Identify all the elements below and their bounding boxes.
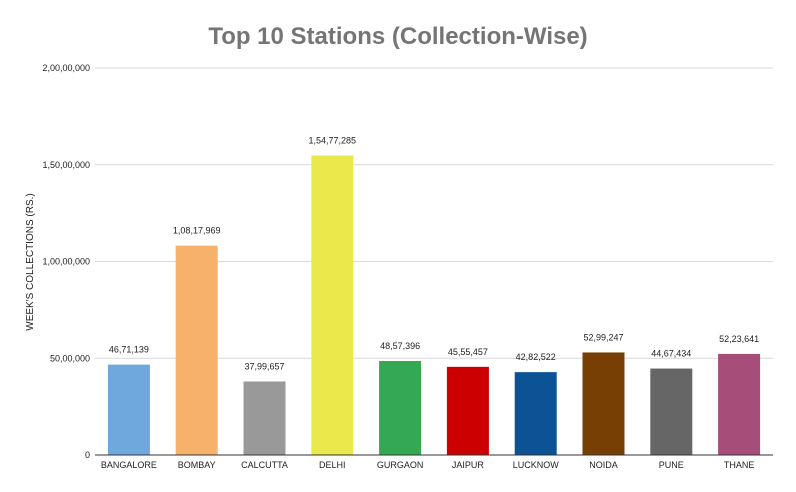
bar-calcutta	[243, 381, 286, 455]
x-tick-label: PUNE	[659, 460, 684, 470]
data-label: 46,71,139	[109, 345, 149, 355]
bars	[107, 155, 761, 456]
data-label: 52,23,641	[719, 334, 759, 344]
y-tick-label: 50,00,000	[50, 353, 90, 363]
bar-delhi	[311, 155, 354, 456]
data-label: 44,67,434	[651, 349, 691, 359]
bar-bangalore	[107, 364, 150, 455]
data-label: 42,82,522	[516, 352, 556, 362]
data-label: 1,08,17,969	[173, 226, 221, 236]
y-tick-label: 0	[85, 450, 90, 460]
data-labels: 46,71,139 1,08,17,969 37,99,657 1,54,77,285…	[109, 136, 759, 372]
y-axis-label: WEEK'S COLLECTIONS (RS.)	[25, 193, 36, 331]
x-tick-label: BOMBAY	[178, 460, 216, 470]
bar-jaipur	[446, 366, 489, 455]
bar-lucknow	[514, 372, 557, 455]
data-label: 52,99,247	[583, 332, 623, 342]
x-tick-label: JAIPUR	[452, 460, 485, 470]
data-label: 1,54,77,285	[309, 136, 357, 146]
y-tick-label: 1,00,00,000	[42, 257, 90, 267]
chart-title: Top 10 Stations (Collection-Wise)	[208, 23, 587, 50]
x-tick-label: CALCUTTA	[241, 460, 288, 470]
x-tick-label: GURGAON	[377, 460, 424, 470]
bar-gurgaon	[379, 361, 422, 455]
x-tick-label: DELHI	[319, 460, 346, 470]
bar-noida	[582, 352, 625, 455]
data-label: 37,99,657	[244, 361, 284, 371]
x-tick-label: LUCKNOW	[513, 460, 560, 470]
x-tick-label: NOIDA	[589, 460, 618, 470]
x-tick-label: THANE	[724, 460, 755, 470]
bar-pune	[650, 368, 693, 455]
x-tick-label: BANGALORE	[101, 460, 157, 470]
x-axis-ticks: BANGALORE BOMBAY CALCUTTA DELHI GURGAON JAIPU…	[101, 460, 754, 470]
data-label: 45,55,457	[448, 347, 488, 357]
y-tick-label: 2,00,00,000	[42, 63, 90, 73]
y-axis-ticks: 0 50,00,000 1,00,00,000 1,50,00,000 2,00,00,…	[42, 63, 90, 460]
bar-thane	[718, 353, 761, 455]
bar-bombay	[175, 245, 218, 455]
y-tick-label: 1,50,00,000	[42, 160, 90, 170]
data-label: 48,57,396	[380, 341, 420, 351]
